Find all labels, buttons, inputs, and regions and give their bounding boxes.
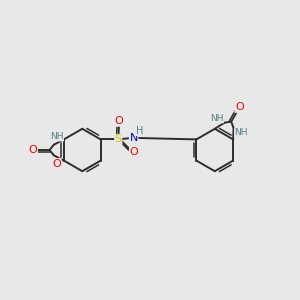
Text: NH: NH xyxy=(235,128,248,137)
Text: O: O xyxy=(235,102,244,112)
Text: O: O xyxy=(28,145,38,155)
Text: O: O xyxy=(115,116,123,126)
Text: O: O xyxy=(130,147,138,157)
Text: O: O xyxy=(52,158,61,169)
Text: H: H xyxy=(136,126,143,136)
Text: NH: NH xyxy=(210,114,224,123)
Text: N: N xyxy=(129,133,138,143)
Text: S: S xyxy=(115,134,122,144)
Text: NH: NH xyxy=(50,132,64,141)
